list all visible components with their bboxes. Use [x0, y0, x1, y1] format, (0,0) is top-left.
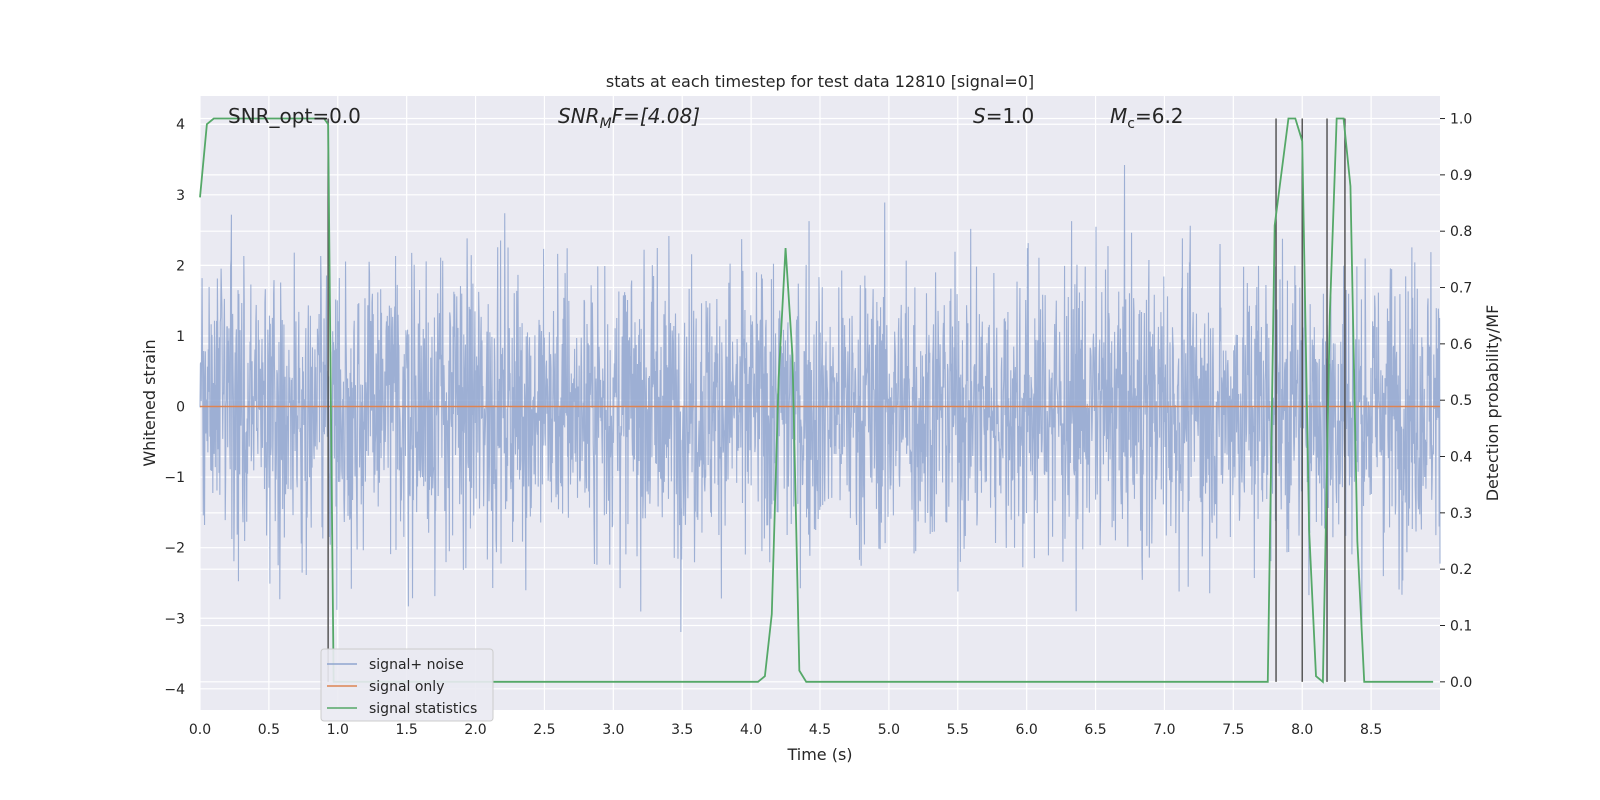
y-right-tick-label: 0.6 — [1450, 337, 1472, 353]
y-right-tick-label: 0.0 — [1450, 675, 1472, 691]
y-right-tick-label: 0.7 — [1450, 281, 1472, 297]
snr-mf-annotation: SNRMF=[4.08] — [558, 104, 700, 132]
y-right-tick-label: 0.3 — [1450, 506, 1472, 522]
y-right-tick-label: 0.8 — [1450, 224, 1472, 240]
snr-mf-subscript: M — [600, 116, 612, 132]
mc-main: M — [1110, 104, 1127, 128]
signal-statistics-line — [199, 117, 1434, 684]
y-left-tick-label: −4 — [164, 682, 185, 698]
y-right-tick-label: 0.1 — [1450, 619, 1472, 635]
x-tick-label: 8.0 — [1291, 722, 1313, 738]
legend-box — [320, 648, 494, 722]
x-tick-label: 0.0 — [189, 722, 211, 738]
snr-mf-rest: F=[4.08] — [612, 104, 700, 128]
y-axis-right-title: Detection probability/MF — [1483, 305, 1502, 502]
legend-label-signal-only: signal only — [369, 679, 444, 695]
x-tick-label: 5.0 — [878, 722, 900, 738]
x-tick-label: 6.0 — [1016, 722, 1038, 738]
x-tick-label: 2.0 — [464, 722, 486, 738]
x-tick-label: 3.5 — [671, 722, 693, 738]
legend-label-signal-noise: signal+ noise — [369, 657, 464, 673]
x-tick-label: 0.5 — [258, 722, 280, 738]
x-tick-label: 2.5 — [533, 722, 555, 738]
snr-mf-main: SNR — [558, 104, 600, 128]
y-left-tick-label: −2 — [164, 541, 185, 557]
y-right-tick-label: 0.2 — [1450, 562, 1472, 578]
legend: signal+ noise signal only signal statist… — [320, 648, 494, 722]
signal-statistics-series — [199, 117, 1434, 684]
x-tick-label: 4.5 — [809, 722, 831, 738]
mc-rest: =6.2 — [1135, 104, 1184, 128]
mc-annotation: Mc=6.2 — [1110, 104, 1184, 132]
x-tick-label: 4.0 — [740, 722, 762, 738]
x-tick-label: 5.5 — [947, 722, 969, 738]
chart-title: stats at each timestep for test data 128… — [606, 72, 1034, 91]
x-tick-label: 7.0 — [1153, 722, 1175, 738]
legend-label-signal-statistics: signal statistics — [369, 701, 477, 717]
y-right-tick-label: 1.0 — [1450, 112, 1472, 128]
y-right-tick-label: 0.9 — [1450, 168, 1472, 184]
x-tick-label: 7.5 — [1222, 722, 1244, 738]
y-right-tick-label: 0.5 — [1450, 393, 1472, 409]
tick-labels: 0.0 0.5 1.0 1.5 2.0 2.5 3.0 3.5 4.0 4.5 5.0 5.5 6.0 6… — [164, 112, 1472, 738]
y-left-tick-label: −1 — [164, 470, 185, 486]
y-right-tick-label: 0.4 — [1450, 450, 1472, 466]
y-left-tick-label: −3 — [164, 611, 185, 627]
s-annotation: S=1.0 — [973, 104, 1034, 128]
x-tick-label: 3.0 — [602, 722, 624, 738]
y-left-tick-label: 0 — [176, 400, 185, 416]
s-main: S — [973, 104, 986, 128]
signal-noise-line — [199, 165, 1441, 633]
signal-noise-series — [199, 165, 1441, 633]
mc-subscript: c — [1127, 116, 1135, 132]
x-tick-label: 1.5 — [396, 722, 418, 738]
y-left-tick-label: 1 — [176, 329, 185, 345]
snr-opt-annotation: SNR_opt=0.0 — [228, 104, 361, 128]
x-axis-title: Time (s) — [786, 745, 852, 764]
x-tick-label: 1.0 — [327, 722, 349, 738]
y-left-tick-label: 3 — [176, 188, 185, 204]
y-left-tick-label: 4 — [176, 117, 185, 133]
x-tick-label: 8.5 — [1360, 722, 1382, 738]
s-rest: =1.0 — [986, 104, 1035, 128]
y-left-tick-label: 2 — [176, 258, 185, 274]
x-tick-label: 6.5 — [1084, 722, 1106, 738]
y-axis-left-title: Whitened strain — [140, 339, 159, 466]
